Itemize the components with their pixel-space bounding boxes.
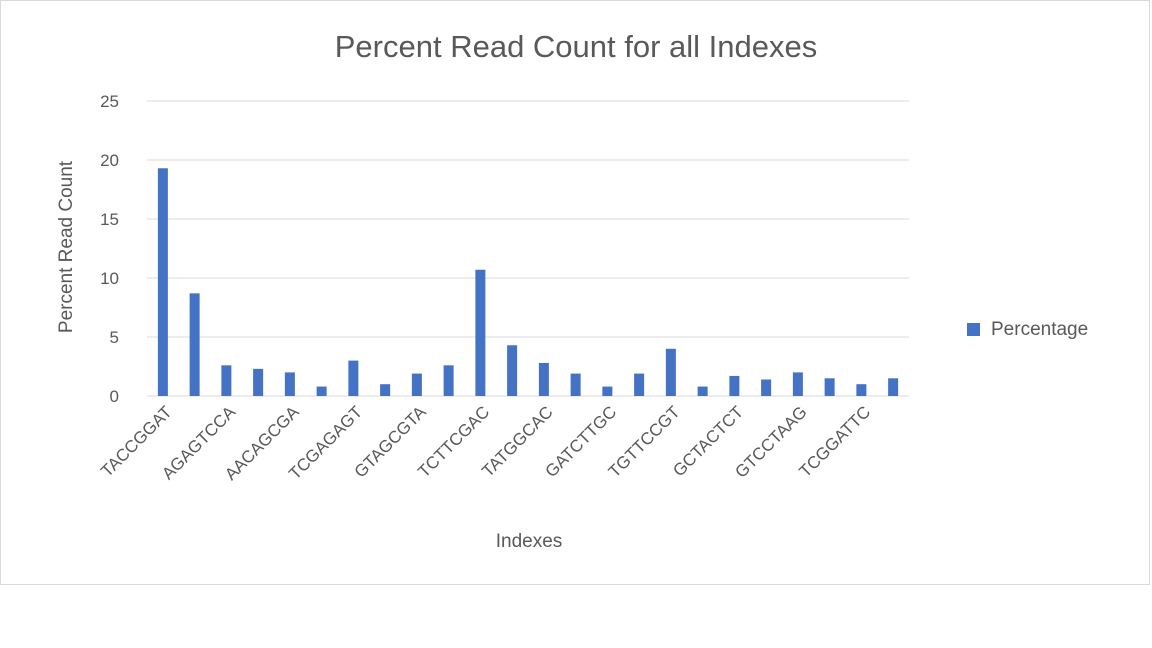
y-tick-label: 5 <box>110 328 119 347</box>
gridlines <box>147 100 909 397</box>
y-tick-label: 0 <box>110 387 119 406</box>
chart-title: Percent Read Count for all Indexes <box>335 29 818 64</box>
legend-swatch <box>967 323 980 336</box>
bar <box>443 365 454 396</box>
bar <box>761 379 772 396</box>
bar <box>856 384 867 396</box>
legend: Percentage <box>967 319 1088 340</box>
bar <box>792 372 803 396</box>
y-tick-label: 10 <box>100 269 119 288</box>
bar <box>380 384 391 396</box>
bar <box>602 386 613 396</box>
bar <box>411 373 422 396</box>
bar <box>824 378 835 396</box>
bar <box>665 348 676 396</box>
bar <box>888 378 899 396</box>
bars <box>157 168 899 396</box>
chart: Percent Read Count for all Indexes 0 5 10 1… <box>56 29 1088 552</box>
bar <box>697 386 708 396</box>
y-axis-title: Percent Read Count <box>56 160 77 333</box>
bar <box>729 375 740 396</box>
bar <box>475 269 486 396</box>
bar <box>316 386 327 396</box>
bar <box>570 373 581 396</box>
y-tick-label: 15 <box>100 210 119 229</box>
bar <box>507 345 518 396</box>
y-tick-label: 20 <box>100 151 119 170</box>
x-axis-ticks: TACCGGATAGAGTCCAAACAGCGATCGAGAGTGTAGCGTA… <box>97 402 874 484</box>
bar <box>189 293 200 396</box>
bar <box>538 362 549 396</box>
bar <box>634 373 645 396</box>
bar <box>348 360 359 396</box>
bar <box>253 368 264 396</box>
y-tick-label: 25 <box>100 92 119 111</box>
legend-label: Percentage <box>991 319 1088 340</box>
y-axis-ticks: 0 5 10 15 20 25 <box>100 92 119 406</box>
chart-frame: Percent Read Count for all Indexes 0 5 10 1… <box>0 0 1150 585</box>
bar <box>221 365 232 396</box>
bar <box>157 168 168 396</box>
bar <box>284 372 295 396</box>
x-axis-title: Indexes <box>496 531 563 552</box>
